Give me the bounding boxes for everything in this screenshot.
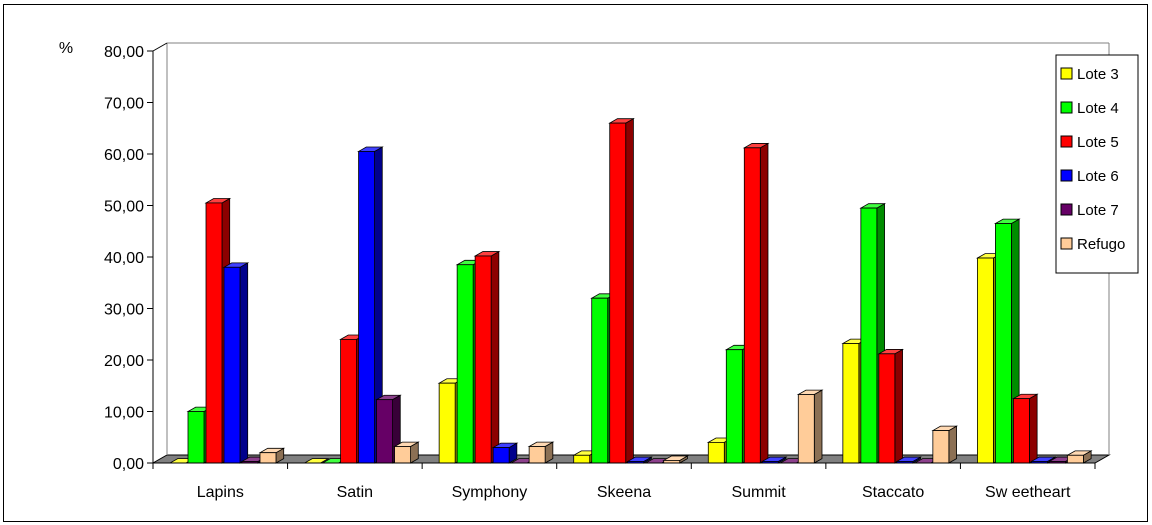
bar-front <box>376 399 393 464</box>
bar-front <box>394 446 411 464</box>
bar-front <box>358 151 375 464</box>
bar-front <box>223 266 241 464</box>
bar-front <box>528 446 546 464</box>
bar-staccato-lote-5 <box>877 348 905 464</box>
x-tick-label: Satin <box>337 484 373 501</box>
bar-side <box>490 250 500 464</box>
x-tick-label: Skeena <box>597 484 651 501</box>
bar-front <box>797 394 815 464</box>
bar-front <box>860 207 878 464</box>
bar-front <box>474 255 492 464</box>
bar-satin-lote-7 <box>375 394 402 464</box>
bar-front <box>1013 398 1030 464</box>
x-tick-label: Lapins <box>197 484 244 501</box>
bar-side <box>239 262 249 464</box>
bar-summit-refugo <box>796 389 824 464</box>
bar-symphony-lote-5 <box>473 250 501 464</box>
y-tick-label: 60,00 <box>104 147 144 164</box>
bar-sweetheart-refugo <box>1065 450 1093 464</box>
bar-front <box>842 343 860 464</box>
bar-side <box>1029 393 1038 464</box>
y-tick-label: 10,00 <box>104 405 144 422</box>
legend-swatch <box>1060 237 1073 250</box>
category-axis: Lapins Satin Symphony Skeena Summit Staccato S… <box>152 462 1096 501</box>
bars <box>168 118 1093 464</box>
bar-front <box>995 223 1012 464</box>
bar-side <box>948 425 957 464</box>
bar-skeena-lote-5 <box>608 118 635 464</box>
bar-summit-lote-6 <box>760 456 788 464</box>
bar-staccato-lote-6 <box>895 456 923 464</box>
bar-front <box>725 349 743 464</box>
bar-summit-lote-5 <box>742 142 770 464</box>
y-tick-label: 80,00 <box>104 44 144 61</box>
y-tick-label: 0,00 <box>113 456 144 473</box>
legend-swatch <box>1060 135 1073 148</box>
bar-lapins-lote-6 <box>222 262 250 464</box>
legend-box <box>1055 54 1139 274</box>
x-tick-label: Symphony <box>452 484 528 501</box>
y-tick-label: 30,00 <box>104 302 144 319</box>
bar-front <box>438 382 456 464</box>
bar-side <box>759 142 769 464</box>
bar-skeena-refugo <box>662 455 689 464</box>
x-tick-label: Summit <box>731 484 786 501</box>
y-tick-label: 20,00 <box>104 353 144 370</box>
bar-side <box>813 389 823 464</box>
y-tick-label: 70,00 <box>104 96 144 113</box>
x-tick-label: Sw eetheart <box>985 484 1071 501</box>
legend-swatch <box>1060 67 1073 80</box>
y-tick-label: 50,00 <box>104 199 144 216</box>
value-axis: 0,00 10,00 20,00 30,00 40,00 50,00 60,00 70,00 8… <box>59 40 168 473</box>
bar-lapins-refugo <box>258 447 286 464</box>
bar-staccato-refugo <box>931 425 959 464</box>
y-axis-depth-line <box>152 42 168 52</box>
legend-label: Lote 4 <box>1077 100 1119 117</box>
legend-label: Lote 5 <box>1077 134 1119 151</box>
bar-satin-lote-6 <box>357 146 384 464</box>
legend-label: Lote 7 <box>1077 202 1119 219</box>
bar-symphony-refugo <box>527 441 555 464</box>
bar-sweetheart-lote-5 <box>1011 393 1039 464</box>
bar-front <box>707 441 725 464</box>
bar-side <box>625 118 634 464</box>
bar-front <box>1067 454 1084 464</box>
y-axis-label: % <box>59 40 73 57</box>
bar-front <box>573 454 591 464</box>
bar-front <box>878 353 896 464</box>
legend: Lote 3 Lote 4 Lote 5 Lote 6 Lote 7 Refugo <box>1055 54 1139 274</box>
bar-front <box>932 430 950 464</box>
y-tick-label: 40,00 <box>104 250 144 267</box>
bar-satin-refugo <box>393 441 420 464</box>
bar-front <box>205 202 223 464</box>
legend-label: Lote 3 <box>1077 66 1119 83</box>
x-tick-label: Staccato <box>862 484 924 501</box>
legend-swatch <box>1060 203 1073 216</box>
bar-symphony-lote-6 <box>491 442 519 464</box>
bar-front <box>492 447 510 464</box>
bar-front <box>187 411 205 464</box>
bar-front <box>456 264 474 464</box>
bar-front <box>977 257 994 464</box>
bar-side <box>894 348 903 464</box>
bar-front <box>340 338 357 464</box>
legend-swatch <box>1060 169 1073 182</box>
bar-front <box>743 147 761 464</box>
legend-label: Refugo <box>1077 236 1125 253</box>
legend-label: Lote 6 <box>1077 168 1119 185</box>
bar-front <box>591 297 609 464</box>
bar-front <box>609 122 627 464</box>
bar-front <box>259 452 277 464</box>
legend-swatch <box>1060 101 1073 114</box>
